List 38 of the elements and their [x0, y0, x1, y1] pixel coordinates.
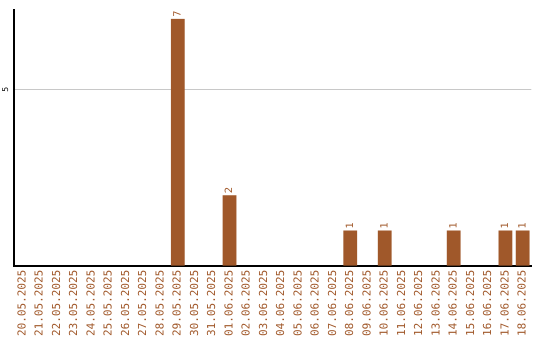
x-tick-label: 29.05.2025: [170, 270, 184, 336]
data-label: 2: [224, 186, 236, 194]
x-tick-label: 07.06.2025: [326, 270, 339, 336]
data-label: 7: [172, 10, 184, 17]
x-tick-label: 02.06.2025: [240, 270, 253, 336]
x-tick-label: 27.05.2025: [136, 270, 150, 336]
x-tick-label: 20.05.2025: [15, 270, 28, 336]
x-tick-label: 14.06.2025: [446, 270, 460, 336]
x-tick-label: 24.05.2025: [84, 270, 98, 336]
x-tick-label: 25.05.2025: [102, 270, 115, 336]
x-tick-label: 06.06.2025: [308, 270, 322, 336]
x-tick-label: 04.06.2025: [274, 270, 288, 336]
data-label: 1: [517, 222, 528, 228]
x-tick-label: 05.06.2025: [291, 270, 304, 336]
x-tick-label: 30.05.2025: [188, 270, 201, 336]
x-tick-label: 26.05.2025: [118, 270, 132, 336]
x-tick-label: 21.05.2025: [32, 270, 46, 336]
data-label: 1: [379, 222, 390, 228]
x-tick-label: 08.06.2025: [343, 270, 356, 336]
x-tick-label: 23.05.2025: [67, 270, 80, 336]
data-label: 1: [500, 222, 512, 228]
x-tick-label: 03.06.2025: [256, 270, 270, 336]
x-tick-label: 13.06.2025: [429, 270, 442, 336]
x-tick-label: 16.06.2025: [481, 270, 494, 336]
x-tick-label: 12.06.2025: [412, 270, 426, 336]
x-tick-label: 28.05.2025: [153, 270, 166, 336]
data-label: 1: [344, 222, 356, 228]
x-tick-label: 31.05.2025: [205, 270, 218, 336]
x-tick-label: 18.06.2025: [516, 270, 529, 336]
x-tick-label: 10.06.2025: [378, 270, 391, 336]
y-tick-label: 5: [1, 86, 10, 92]
x-tick-label: 17.06.2025: [498, 270, 512, 336]
data-label: 1: [448, 222, 460, 228]
x-tick-label: 22.05.2025: [50, 270, 63, 336]
x-tick-label: 09.06.2025: [360, 270, 374, 336]
x-tick-label: 01.06.2025: [222, 270, 236, 336]
x-tick-label: 15.06.2025: [464, 270, 477, 336]
x-tick-label: 11.06.2025: [394, 270, 408, 336]
